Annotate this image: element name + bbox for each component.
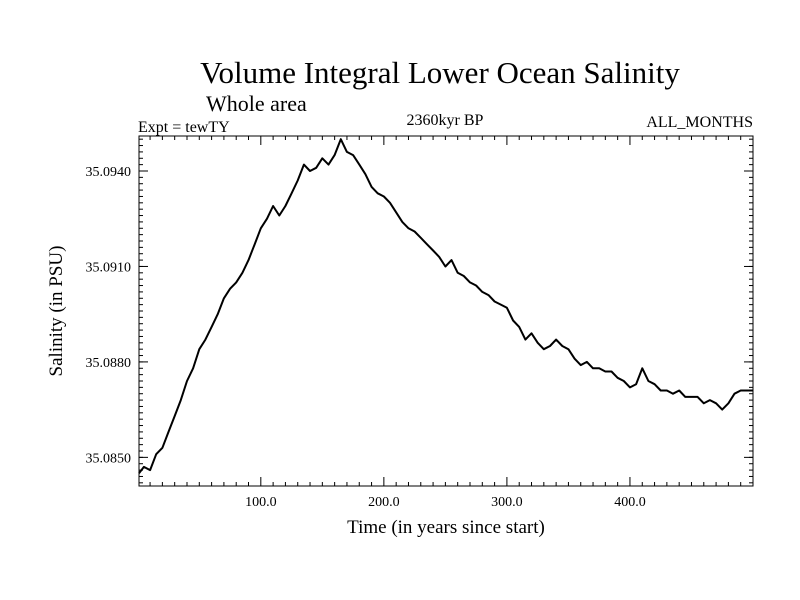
months-label: ALL_MONTHS bbox=[646, 114, 753, 131]
experiment-label: Expt = tewTY bbox=[138, 119, 230, 136]
y-tick-label: 35.0910 bbox=[86, 260, 132, 275]
x-tick-label: 100.0 bbox=[245, 495, 277, 510]
x-tick-label: 400.0 bbox=[614, 495, 646, 510]
y-axis-ticks: 35.0850 35.0880 35.0910 35.0940 bbox=[86, 138, 753, 484]
x-axis-label: Time (in years since start) bbox=[347, 517, 545, 538]
y-axis-label: Salinity (in PSU) bbox=[46, 246, 67, 377]
x-tick-label: 300.0 bbox=[491, 495, 523, 510]
plot-frame bbox=[138, 135, 754, 487]
y-tick-label: 35.0880 bbox=[86, 356, 132, 371]
y-tick-label: 35.0850 bbox=[86, 451, 132, 466]
x-tick-label: 200.0 bbox=[368, 495, 400, 510]
salinity-series-line bbox=[138, 138, 753, 474]
x-axis-ticks: 100.0 200.0 300.0 400.0 bbox=[149, 136, 742, 510]
chart-title: Volume Integral Lower Ocean Salinity bbox=[200, 55, 680, 90]
chart-subtitle: Whole area bbox=[206, 91, 307, 116]
y-tick-label: 35.0940 bbox=[86, 165, 132, 180]
period-label: 2360kyr BP bbox=[407, 112, 484, 129]
